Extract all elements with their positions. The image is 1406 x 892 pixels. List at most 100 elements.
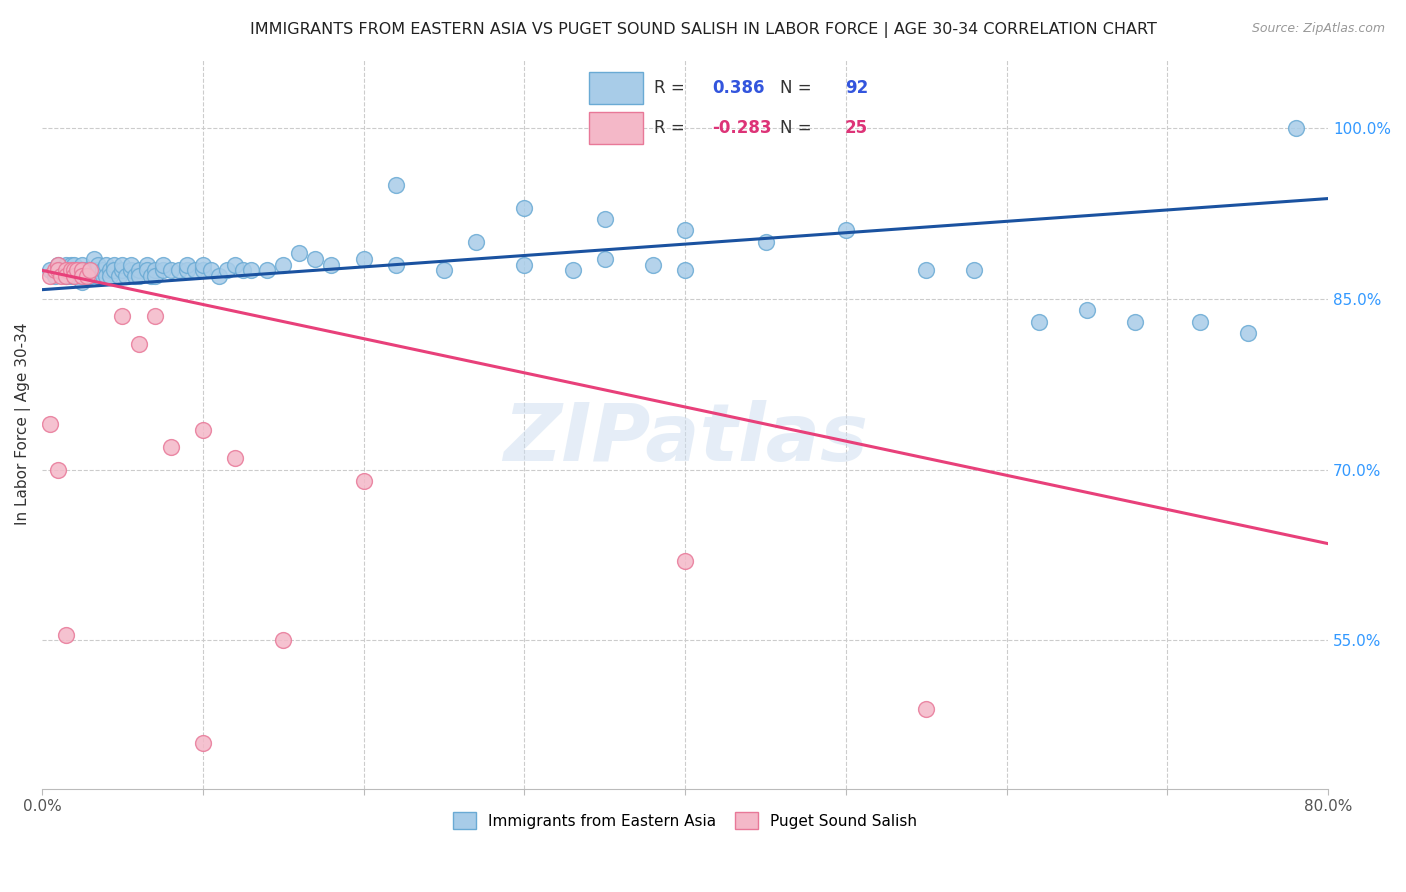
Point bbox=[1236, 326, 1258, 340]
Point bbox=[1028, 314, 1050, 328]
Point bbox=[561, 263, 583, 277]
Point bbox=[208, 268, 231, 283]
Point bbox=[103, 258, 125, 272]
Point bbox=[754, 235, 776, 249]
Point bbox=[83, 252, 105, 266]
Point bbox=[79, 268, 101, 283]
Point bbox=[673, 263, 696, 277]
Point bbox=[120, 258, 142, 272]
Point bbox=[963, 263, 986, 277]
Point bbox=[63, 263, 86, 277]
Point bbox=[128, 268, 150, 283]
Point bbox=[304, 252, 326, 266]
Point bbox=[39, 417, 62, 431]
Point bbox=[87, 268, 110, 283]
Point bbox=[76, 263, 98, 277]
Point bbox=[135, 263, 157, 277]
Point bbox=[184, 263, 207, 277]
Point bbox=[224, 258, 246, 272]
Point bbox=[240, 263, 263, 277]
Point bbox=[83, 263, 105, 277]
Point bbox=[176, 263, 198, 277]
Point bbox=[641, 258, 664, 272]
Point bbox=[191, 736, 214, 750]
Point bbox=[159, 440, 181, 454]
Point bbox=[46, 258, 69, 272]
Text: ZIPatlas: ZIPatlas bbox=[502, 400, 868, 477]
Point bbox=[191, 263, 214, 277]
Point bbox=[51, 263, 73, 277]
Point bbox=[66, 263, 89, 277]
Point bbox=[167, 263, 190, 277]
Point bbox=[55, 263, 77, 277]
Point bbox=[143, 263, 166, 277]
Point bbox=[96, 268, 118, 283]
Point bbox=[152, 258, 174, 272]
Point bbox=[79, 263, 101, 277]
Point bbox=[98, 268, 121, 283]
Point bbox=[55, 263, 77, 277]
Point bbox=[915, 263, 938, 277]
Point bbox=[1188, 314, 1211, 328]
Point bbox=[673, 223, 696, 237]
Point bbox=[60, 263, 83, 277]
Point bbox=[176, 258, 198, 272]
Point bbox=[593, 252, 616, 266]
Point bbox=[60, 258, 83, 272]
Point bbox=[120, 263, 142, 277]
Point bbox=[143, 309, 166, 323]
Text: Source: ZipAtlas.com: Source: ZipAtlas.com bbox=[1251, 22, 1385, 36]
Point bbox=[114, 268, 136, 283]
Point bbox=[159, 263, 181, 277]
Point bbox=[835, 223, 858, 237]
Point bbox=[66, 268, 89, 283]
Legend: Immigrants from Eastern Asia, Puget Sound Salish: Immigrants from Eastern Asia, Puget Soun… bbox=[447, 805, 924, 836]
Point bbox=[191, 423, 214, 437]
Point bbox=[191, 258, 214, 272]
Point bbox=[215, 263, 238, 277]
Point bbox=[46, 258, 69, 272]
Point bbox=[143, 268, 166, 283]
Point bbox=[72, 258, 94, 272]
Point bbox=[72, 263, 94, 277]
Point bbox=[46, 462, 69, 476]
Point bbox=[44, 263, 66, 277]
Point bbox=[76, 268, 98, 283]
Point bbox=[111, 258, 134, 272]
Point bbox=[1285, 120, 1308, 135]
Point bbox=[288, 246, 311, 260]
Point bbox=[124, 268, 146, 283]
Point bbox=[39, 268, 62, 283]
Point bbox=[513, 258, 536, 272]
Point bbox=[1076, 303, 1098, 318]
Point bbox=[384, 178, 406, 192]
Point bbox=[232, 263, 254, 277]
Point bbox=[135, 258, 157, 272]
Point bbox=[76, 268, 98, 283]
Point bbox=[128, 337, 150, 351]
Point bbox=[152, 263, 174, 277]
Point bbox=[63, 258, 86, 272]
Y-axis label: In Labor Force | Age 30-34: In Labor Force | Age 30-34 bbox=[15, 323, 31, 525]
Point bbox=[51, 268, 73, 283]
Point bbox=[46, 263, 69, 277]
Point bbox=[91, 268, 114, 283]
Point bbox=[55, 268, 77, 283]
Point bbox=[433, 263, 456, 277]
Point bbox=[513, 201, 536, 215]
Point bbox=[39, 263, 62, 277]
Point bbox=[72, 268, 94, 283]
Point bbox=[55, 258, 77, 272]
Point bbox=[271, 633, 294, 648]
Point bbox=[63, 268, 86, 283]
Point bbox=[96, 258, 118, 272]
Point bbox=[256, 263, 278, 277]
Point bbox=[593, 212, 616, 227]
Point bbox=[111, 263, 134, 277]
Point bbox=[87, 258, 110, 272]
Point bbox=[353, 252, 375, 266]
Point bbox=[79, 263, 101, 277]
Point bbox=[63, 268, 86, 283]
Point bbox=[91, 263, 114, 277]
Point bbox=[55, 628, 77, 642]
